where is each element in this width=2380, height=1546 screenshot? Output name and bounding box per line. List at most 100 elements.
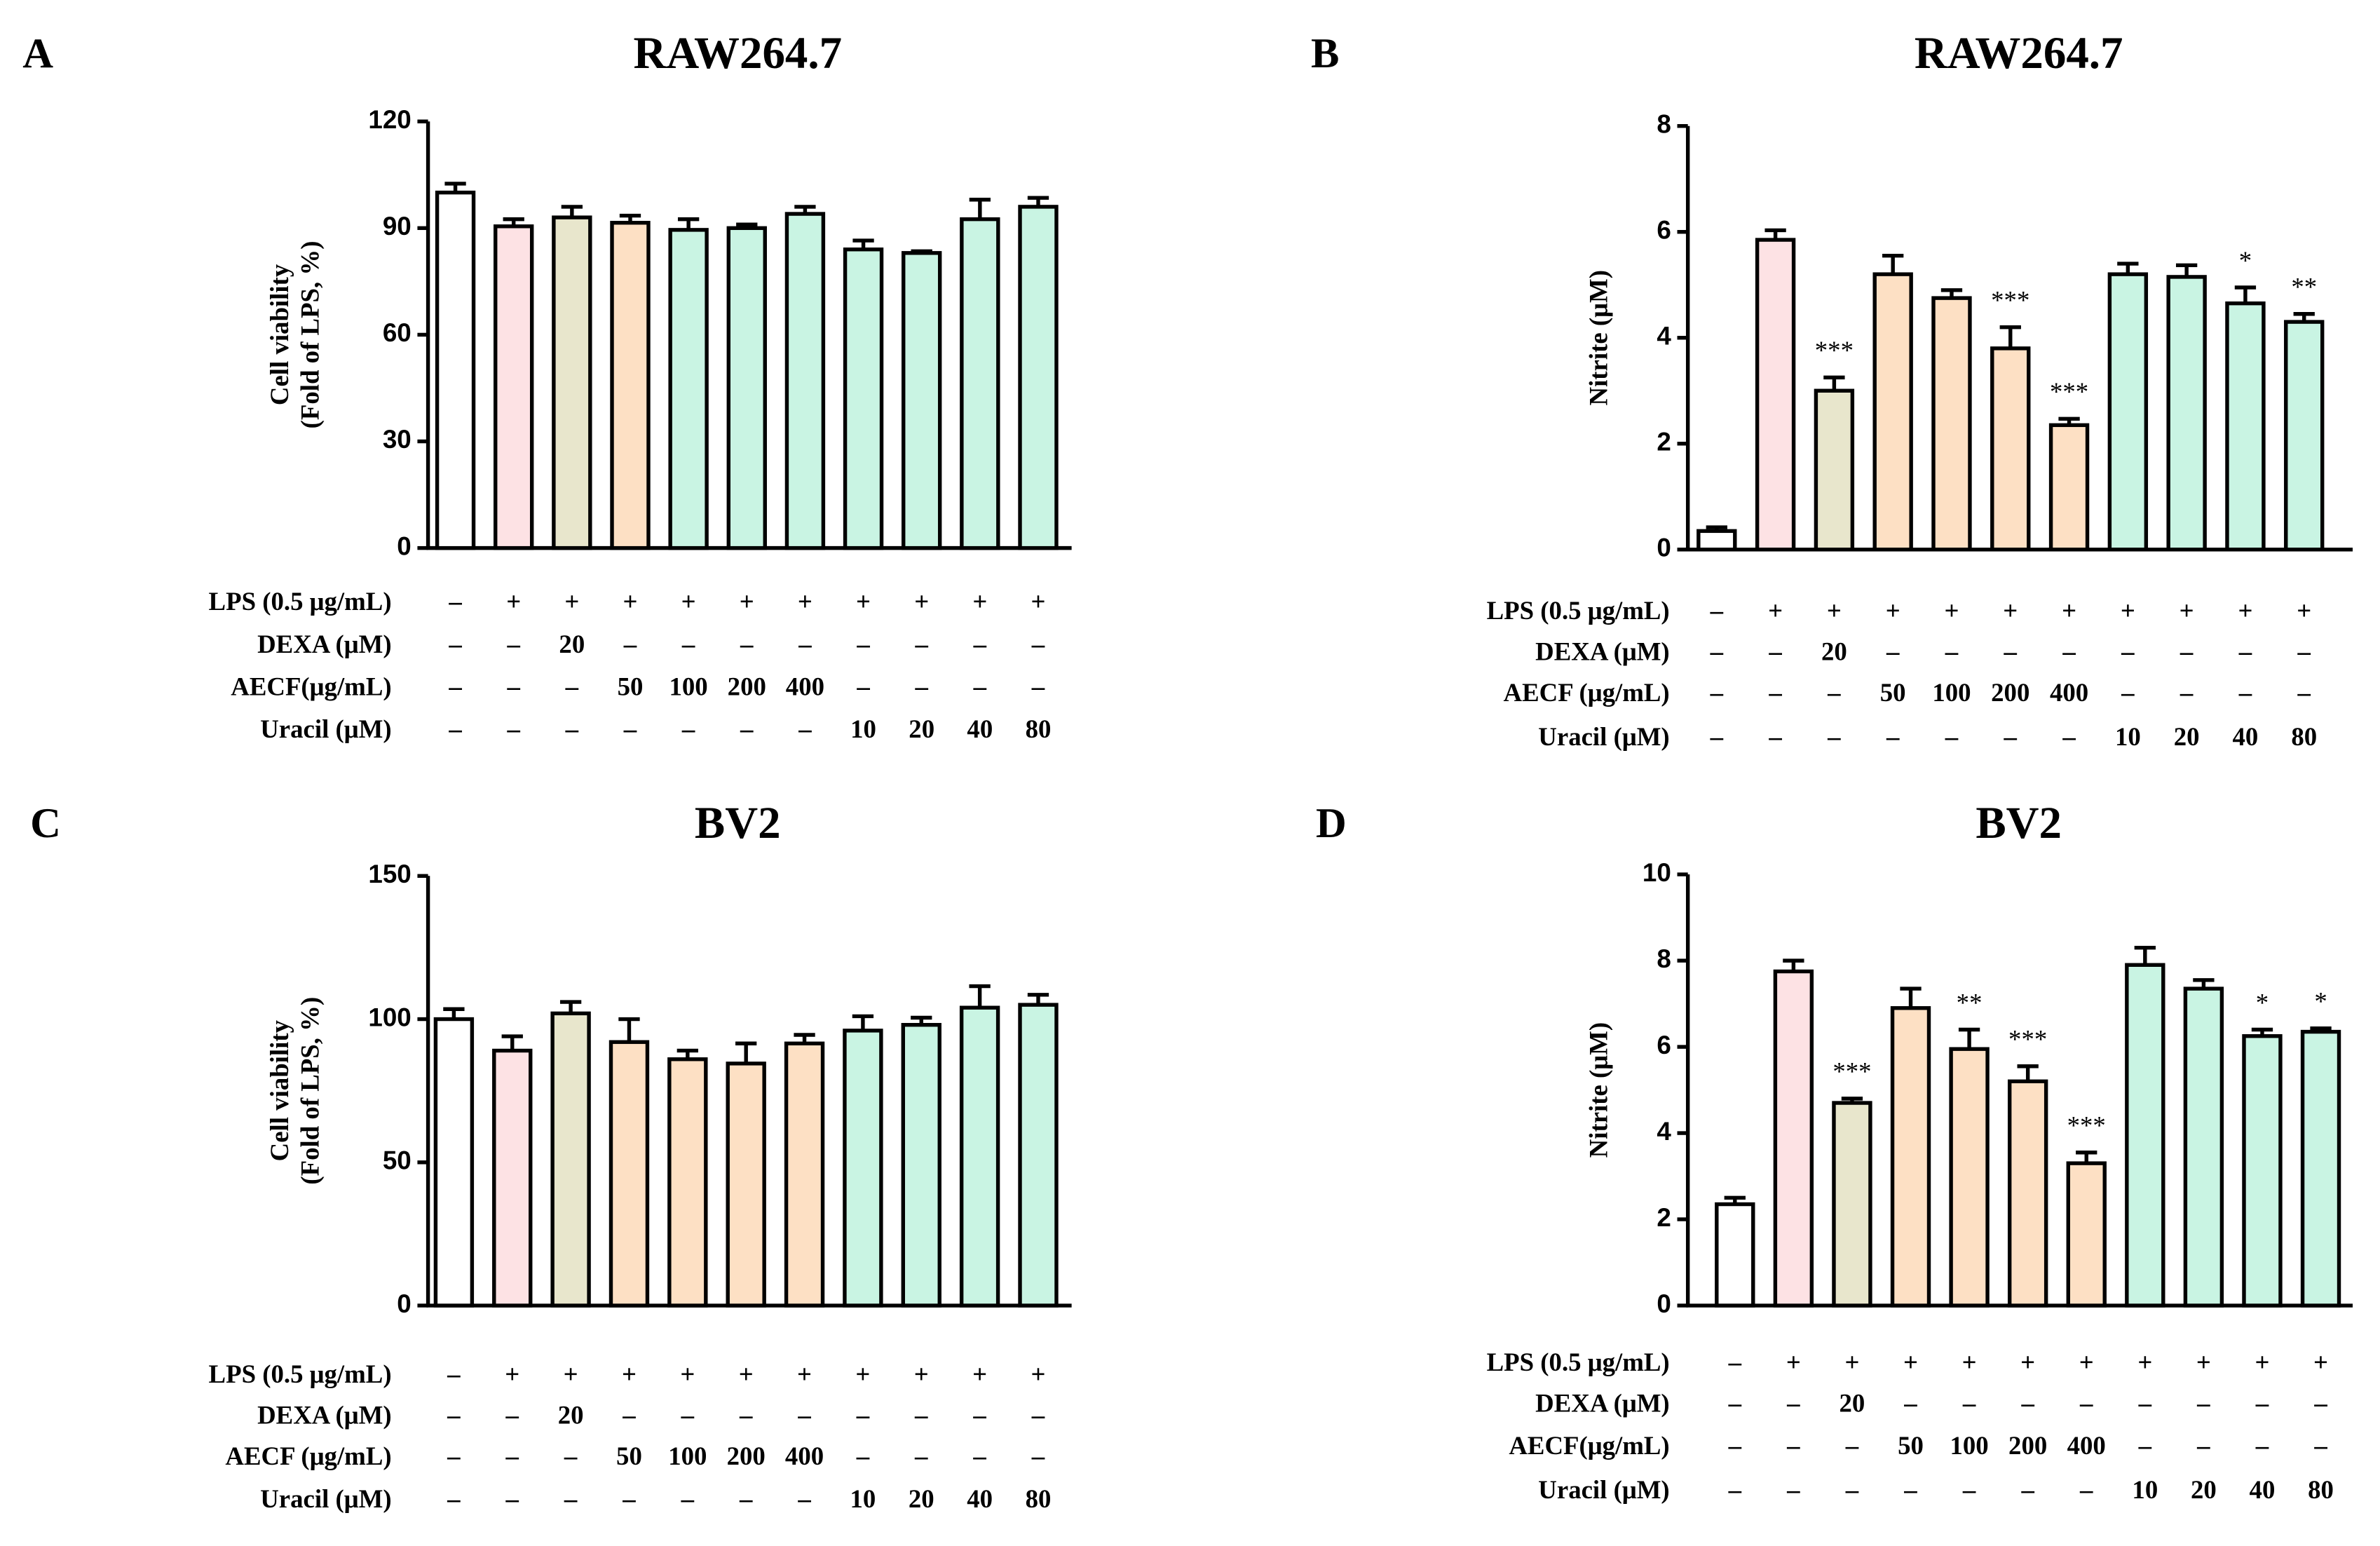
panel-label: B	[1311, 30, 1339, 77]
treatment-cell: +	[2196, 1348, 2211, 1376]
bar	[2007, 1079, 2048, 1308]
bar	[435, 190, 476, 550]
treatment-cell: –	[507, 672, 521, 700]
treatment-cell: –	[856, 1401, 870, 1430]
treatment-cell: –	[1886, 637, 1900, 666]
bar	[494, 224, 534, 550]
treatment-cell: 200	[1991, 678, 2029, 707]
treatment-cell: –	[505, 1442, 519, 1470]
significance-mark: ***	[2050, 377, 2088, 406]
treatment-cell: –	[2313, 1388, 2327, 1417]
treatment-cell: +	[740, 587, 754, 616]
treatment-cell: –	[973, 630, 987, 658]
treatment-label: Uracil (μM)	[260, 1484, 391, 1513]
treatment-cell: 80	[2308, 1475, 2334, 1504]
treatment-cell: +	[1903, 1348, 1918, 1376]
treatment-cell: –	[1710, 596, 1724, 625]
treatment-cell: –	[565, 672, 579, 700]
treatment-label: LPS (0.5 μg/mL)	[209, 587, 392, 616]
treatment-cell: –	[507, 714, 521, 743]
y-axis-label: Nitrite (μM)	[1584, 270, 1613, 405]
treatment-cell: 400	[786, 672, 824, 700]
bar	[550, 1011, 591, 1308]
treatment-cell: –	[2297, 678, 2311, 707]
treatment-cell: –	[448, 630, 462, 658]
treatment-cell: –	[2121, 637, 2135, 666]
bar	[668, 228, 709, 550]
treatment-cell: –	[798, 630, 812, 658]
treatment-cell: 20	[2191, 1475, 2217, 1504]
bar	[433, 1017, 475, 1308]
treatment-cell: –	[2238, 637, 2252, 666]
y-tick-label: 50	[383, 1146, 412, 1175]
treatment-cell: +	[856, 587, 871, 616]
treatment-cell: –	[798, 714, 812, 743]
treatment-cell: +	[2020, 1348, 2035, 1376]
treatment-cell: –	[2238, 678, 2252, 707]
treatment-cell: –	[2079, 1475, 2093, 1504]
treatment-cell: –	[1728, 1431, 1742, 1460]
y-tick-label: 6	[1657, 1031, 1671, 1059]
treatment-cell: 100	[1950, 1431, 1988, 1460]
bar	[2284, 320, 2325, 552]
bar	[1018, 1003, 1059, 1308]
significance-mark: *	[2256, 988, 2269, 1017]
bar	[901, 1023, 941, 1308]
treatment-cell: –	[972, 1442, 986, 1470]
y-tick-label: 2	[1657, 1203, 1671, 1232]
treatment-label: DEXA (μM)	[1535, 1388, 1670, 1417]
bar	[2183, 986, 2224, 1308]
significance-mark: ***	[2067, 1111, 2106, 1140]
treatment-cell: +	[798, 587, 812, 616]
treatment-cell: –	[2180, 637, 2194, 666]
bar	[1696, 529, 1737, 552]
treatment-cell: –	[565, 714, 579, 743]
bar	[843, 1029, 883, 1308]
bar	[667, 1057, 708, 1308]
significance-mark: *	[2239, 246, 2252, 275]
treatment-label: AECF(μg/mL)	[1509, 1431, 1669, 1460]
treatment-label: LPS (0.5 μg/mL)	[209, 1359, 392, 1388]
treatment-cell: 400	[2067, 1431, 2106, 1460]
treatment-cell: +	[1827, 596, 1842, 625]
y-tick-label: 6	[1657, 215, 1671, 244]
treatment-cell: –	[564, 1484, 578, 1513]
bar	[2166, 275, 2207, 552]
treatment-cell: –	[972, 1401, 986, 1430]
treatment-cell: –	[1786, 1388, 1800, 1417]
treatment-cell: 10	[850, 714, 876, 743]
treatment-cell: 50	[1898, 1431, 1924, 1460]
treatment-cell: –	[1845, 1475, 1859, 1504]
treatment-cell: –	[447, 1359, 461, 1388]
treatment-label: AECF (μg/mL)	[1504, 678, 1670, 707]
treatment-cell: +	[914, 587, 929, 616]
treatment-cell: +	[972, 587, 987, 616]
treatment-cell: 100	[669, 672, 708, 700]
treatment-cell: –	[623, 714, 637, 743]
treatment-cell: –	[1728, 1348, 1742, 1376]
bar	[2225, 301, 2266, 552]
significance-mark: ***	[1832, 1057, 1871, 1086]
bar	[902, 251, 942, 550]
bar	[552, 215, 592, 550]
treatment-cell: –	[914, 1401, 928, 1430]
bar	[1890, 1006, 1931, 1308]
treatment-cell: +	[681, 587, 696, 616]
treatment-cell: –	[447, 1401, 461, 1430]
treatment-label: Uracil (μM)	[260, 714, 391, 743]
treatment-cell: 100	[1932, 678, 1971, 707]
y-axis-label: (Fold of LPS, %)	[295, 241, 324, 429]
y-tick-label: 8	[1657, 109, 1671, 138]
treatment-cell: 40	[967, 1484, 993, 1513]
treatment-cell: –	[914, 672, 928, 700]
treatment-cell: 40	[2250, 1475, 2276, 1504]
treatment-label: DEXA (μM)	[1535, 637, 1670, 666]
bar	[2125, 963, 2165, 1308]
treatment-cell: +	[2313, 1348, 2328, 1376]
y-tick-label: 60	[383, 318, 412, 347]
treatment-cell: +	[2238, 596, 2252, 625]
treatment-cell: –	[2180, 678, 2194, 707]
treatment-cell: –	[1903, 1388, 1917, 1417]
treatment-cell: –	[739, 1401, 753, 1430]
significance-mark: ***	[1815, 336, 1854, 365]
